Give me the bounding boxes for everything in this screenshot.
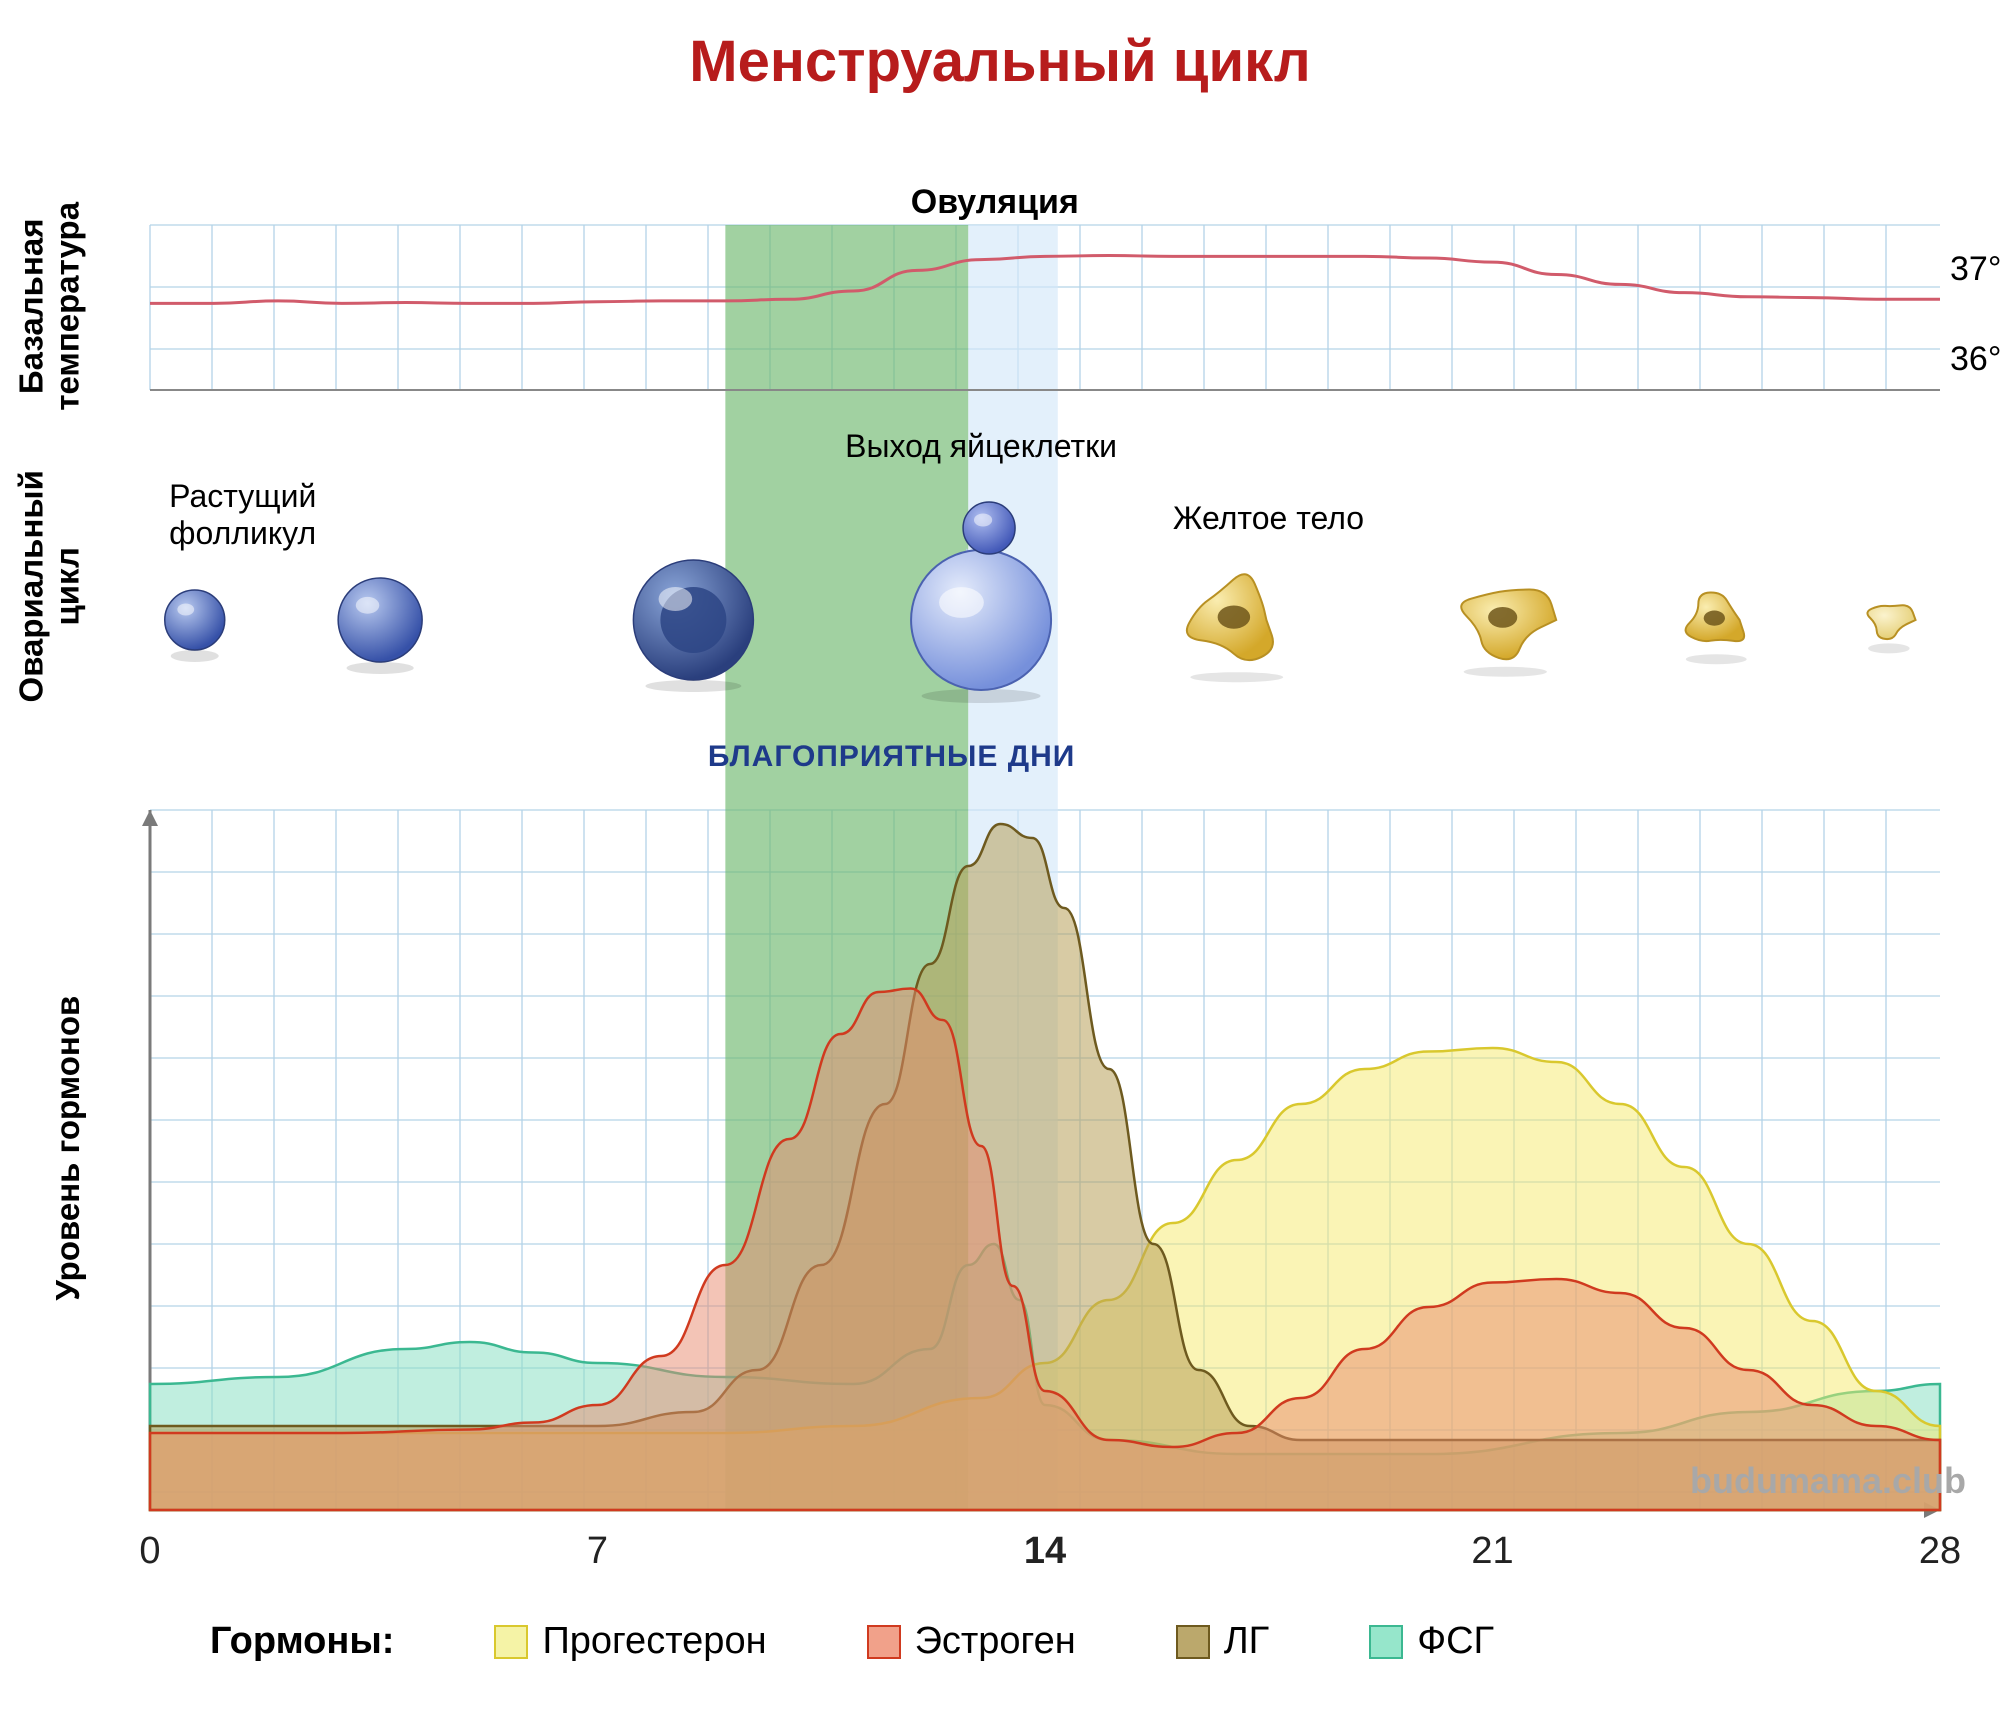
legend-item-ФСГ: ФСГ — [1369, 1620, 1494, 1663]
legend-item-Прогестерон: Прогестерон — [494, 1620, 766, 1663]
legend-label: ЛГ — [1224, 1620, 1270, 1663]
axis-label-hormones: Уровень гормонов — [50, 988, 86, 1308]
legend-label: Прогестерон — [542, 1620, 766, 1663]
legend-title: Гормоны: — [210, 1620, 394, 1663]
legend-item-ЛГ: ЛГ — [1176, 1620, 1270, 1663]
axis-label-temperature: Базальная температура — [14, 146, 87, 466]
chart-canvas — [0, 0, 2000, 1714]
x-tick-7: 7 — [568, 1530, 628, 1573]
axis-label-ovarian: Овариальный цикл — [14, 426, 87, 746]
legend-swatch — [1176, 1625, 1210, 1659]
ovulation-label: Овуляция — [911, 183, 1079, 222]
x-tick-0: 0 — [120, 1530, 180, 1573]
follicle-label: Растущий фолликул — [169, 478, 316, 552]
x-tick-21: 21 — [1463, 1530, 1523, 1573]
x-tick-28: 28 — [1910, 1530, 1970, 1573]
legend: Гормоны: Прогестерон Эстроген ЛГ ФСГ — [210, 1620, 1494, 1663]
temp-tick-37: 37°C — [1950, 250, 2000, 289]
legend-label: Эстроген — [915, 1620, 1076, 1663]
legend-label: ФСГ — [1417, 1620, 1494, 1663]
legend-swatch — [1369, 1625, 1403, 1659]
egg-release-label: Выход яйцеклетки — [845, 428, 1117, 465]
fertile-days-label: БЛАГОПРИЯТНЫЕ ДНИ — [708, 740, 1075, 774]
legend-swatch — [867, 1625, 901, 1659]
temp-tick-36: 36°C — [1950, 340, 2000, 379]
x-tick-14: 14 — [1015, 1530, 1075, 1573]
legend-swatch — [494, 1625, 528, 1659]
legend-item-Эстроген: Эстроген — [867, 1620, 1076, 1663]
watermark: budumama.club — [1690, 1460, 1966, 1502]
corpus-label: Желтое тело — [1173, 500, 1364, 537]
